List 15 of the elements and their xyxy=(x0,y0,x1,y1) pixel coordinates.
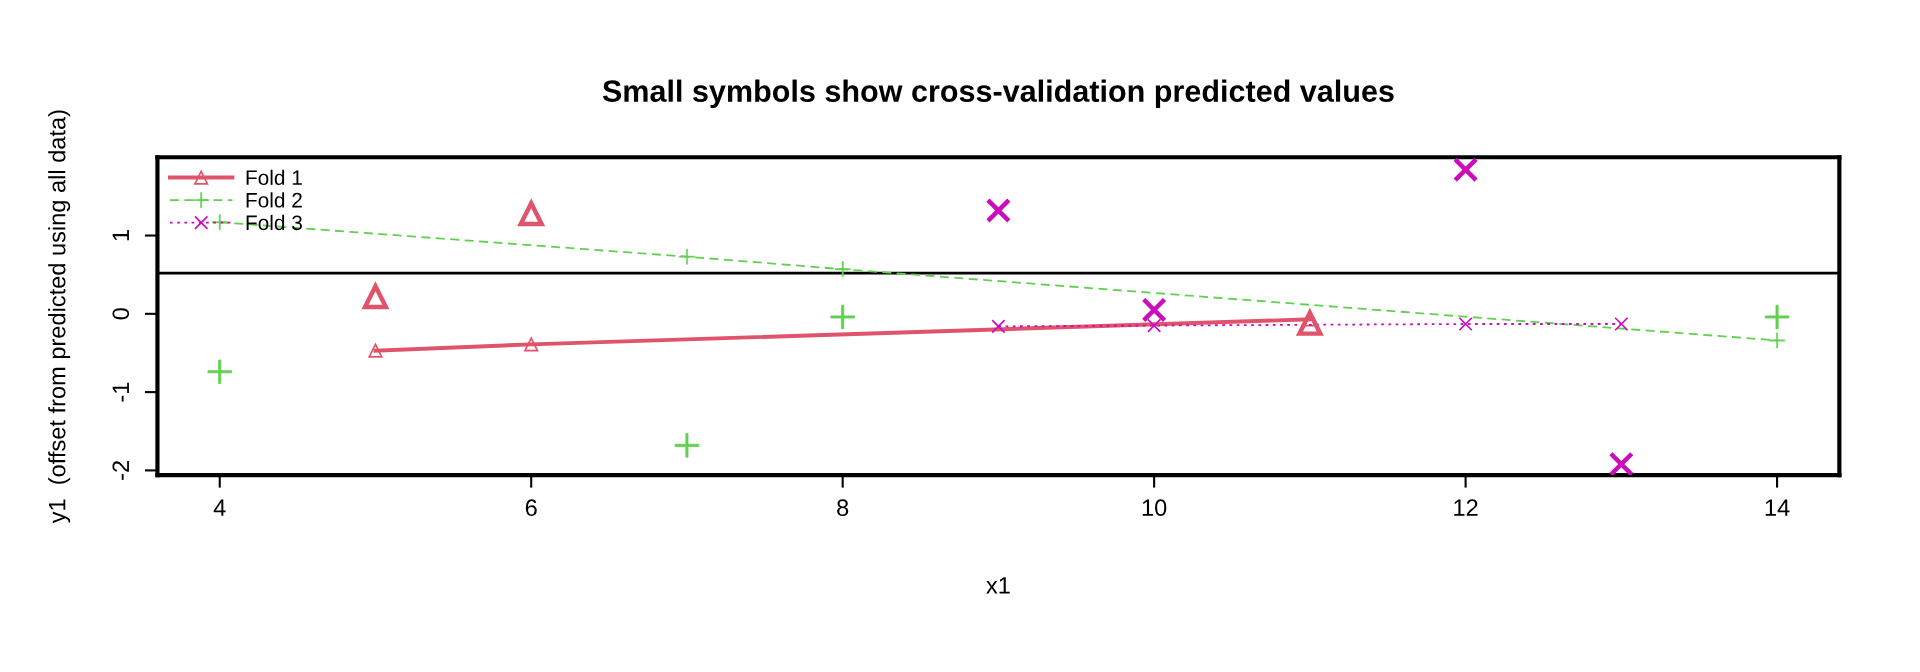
chart-title: Small symbols show cross-validation predicted values xyxy=(602,79,1394,109)
y-tick-label: 0 xyxy=(112,308,130,320)
legend-label: Fold 2 xyxy=(246,192,302,208)
x-axis-title: x1 xyxy=(986,577,1010,594)
y-tick-label: -2 xyxy=(112,461,129,480)
x-tick-label: 12 xyxy=(1454,499,1478,516)
y-axis-title: y1 (offset from predicted using all data) xyxy=(48,110,71,524)
x-tick-label: 8 xyxy=(837,499,849,517)
x-tick-label: 10 xyxy=(1142,499,1167,517)
y-tick-label: 1 xyxy=(112,230,129,241)
x-tick-label: 4 xyxy=(213,499,226,516)
legend-label: Fold 1 xyxy=(246,169,302,186)
x-tick-label: 14 xyxy=(1765,499,1790,516)
y-tick-label: -1 xyxy=(112,382,129,402)
x-tick-label: 6 xyxy=(525,499,537,517)
